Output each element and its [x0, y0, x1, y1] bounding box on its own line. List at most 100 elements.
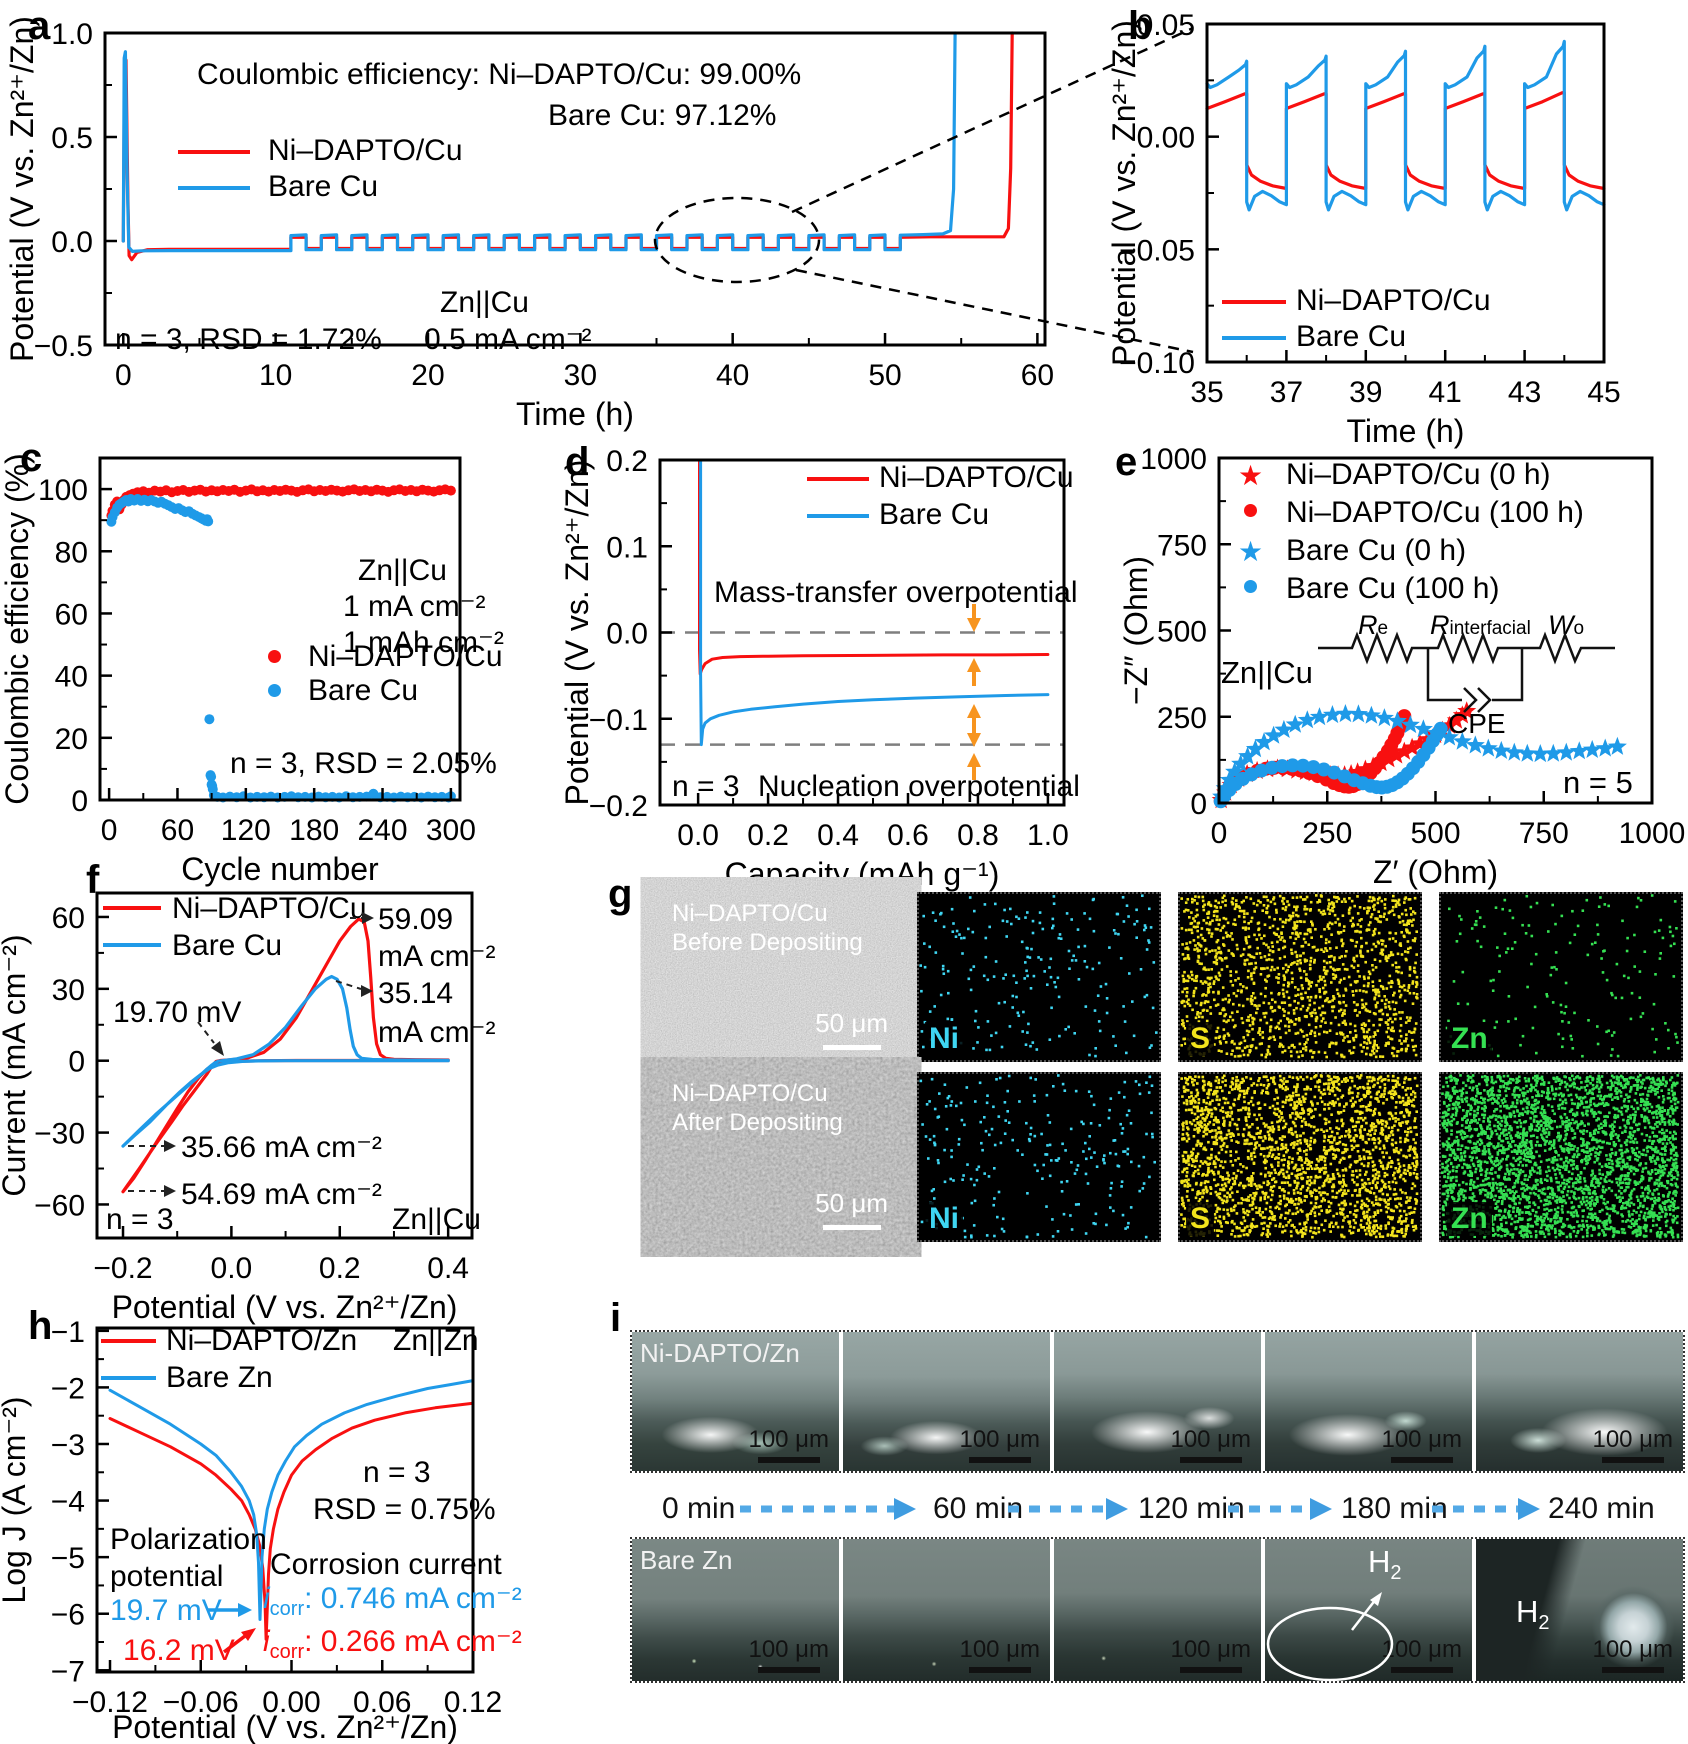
stats-label-f: n = 3	[106, 1203, 174, 1236]
svg-text:Time (h): Time (h)	[1347, 413, 1465, 449]
svg-text:0.12: 0.12	[444, 1686, 502, 1719]
svg-text:−4: −4	[51, 1486, 85, 1519]
scalebar-100um: 100 μm	[1592, 1426, 1673, 1463]
svg-text:120: 120	[221, 814, 271, 847]
corr-subscript: corr	[269, 1641, 305, 1663]
eds-map-zn-after: Zn	[1439, 1072, 1683, 1242]
svg-text:−0.5: −0.5	[34, 330, 93, 363]
svg-text:39: 39	[1349, 376, 1382, 409]
legend-label-barecu-0h: Bare Cu (0 h)	[1286, 534, 1467, 567]
scalebar-100um: 100 μm	[1592, 1636, 1673, 1673]
legend-line-blue	[103, 943, 161, 947]
polarization-value-blue: 19.7 mV	[110, 1594, 222, 1627]
optical-image: 100 μm	[1054, 1332, 1261, 1471]
svg-text:30: 30	[52, 974, 85, 1007]
svg-text:0.00: 0.00	[262, 1686, 320, 1719]
eds-map-ni-before: Ni	[917, 892, 1161, 1062]
panel-letter-e: e	[1115, 440, 1138, 484]
stats-label-d: n = 3	[672, 770, 740, 803]
legend-label-bare-cu: Bare Cu	[879, 498, 990, 531]
svg-text:180: 180	[289, 814, 339, 847]
svg-text:Capacity (mAh g⁻¹): Capacity (mAh g⁻¹)	[725, 856, 1000, 892]
svg-text:60: 60	[161, 814, 194, 847]
svg-text:0: 0	[101, 814, 118, 847]
optical-image: 100 μm	[1265, 1332, 1472, 1471]
svg-text:−0.06: −0.06	[163, 1686, 239, 1719]
stats-label-c: n = 3, RSD = 2.05%	[230, 747, 497, 780]
h2-gas-label: H2	[1368, 1544, 1402, 1585]
svg-text:43: 43	[1508, 376, 1541, 409]
legend-line-red	[101, 1339, 156, 1343]
stats1-label-h: n = 3	[363, 1456, 431, 1489]
svg-text:20: 20	[411, 359, 444, 392]
ce-summary-line1: Coulombic efficiency: Ni–DAPTO/Cu: 99.00…	[197, 58, 802, 91]
legend-label-bare-cu: Bare Cu	[308, 674, 419, 707]
svg-text:0.0: 0.0	[677, 819, 719, 852]
svg-text:0.0: 0.0	[211, 1252, 253, 1285]
panel-letter-a: a	[28, 4, 51, 48]
svg-text:1000: 1000	[1619, 817, 1686, 850]
circuit-label-rinterfacial: Rinterfacial	[1430, 610, 1531, 641]
legend-label-nidapto-cu: Ni–DAPTO/Cu	[308, 640, 503, 673]
cell-label-a: Zn||Cu	[440, 286, 529, 319]
svg-text:−6: −6	[51, 1599, 85, 1632]
legend-label-bare-cu: Bare Cu	[1296, 320, 1407, 353]
panel-letter-i: i	[610, 1296, 622, 1340]
svg-text:Coulombic efficiency (%): Coulombic efficiency (%)	[0, 453, 35, 805]
legend-line-red	[103, 906, 161, 910]
panel-letter-c: c	[20, 436, 43, 480]
svg-text:20: 20	[55, 723, 88, 756]
svg-text:−0.2: −0.2	[93, 1252, 152, 1285]
cathodic-peak-blue: 35.66 mA cm⁻²	[181, 1131, 382, 1164]
svg-text:−2: −2	[51, 1372, 85, 1405]
peak2-value: 35.14	[378, 977, 454, 1010]
sem-noise-texture	[664, 1074, 898, 1240]
svg-text:Log J (A cm⁻²): Log J (A cm⁻²)	[0, 1396, 32, 1603]
gap-voltage-label: 19.70 mV	[113, 996, 242, 1029]
svg-text:60: 60	[52, 902, 85, 935]
svg-text:−7: −7	[51, 1655, 85, 1688]
svg-text:−0.05: −0.05	[1119, 234, 1195, 267]
icorr-value-red: icorr: 0.266 mA cm⁻²	[263, 1625, 522, 1664]
eds-label-zn: Zn	[1447, 1202, 1492, 1236]
svg-text:240: 240	[358, 814, 408, 847]
cell-label-f: Zn||Cu	[392, 1203, 481, 1236]
legend-dot-red	[268, 650, 281, 663]
svg-text:1000: 1000	[1140, 443, 1207, 476]
rate-label-a: 0.5 mA cm⁻²	[424, 323, 592, 356]
svg-text:−3: −3	[51, 1429, 85, 1462]
svg-text:750: 750	[1519, 817, 1569, 850]
star-marker-icon: ★	[1238, 536, 1264, 567]
svg-text:50: 50	[868, 359, 901, 392]
circuit-label-cpe: CPE	[1448, 708, 1506, 739]
svg-text:0: 0	[1211, 817, 1228, 850]
time-label-120: 120 min	[1138, 1492, 1245, 1525]
svg-text:Potential (V vs. Zn²⁺/Zn): Potential (V vs. Zn²⁺/Zn)	[1106, 20, 1142, 366]
icorr-value-blue: icorr: 0.746 mA cm⁻²	[263, 1582, 522, 1621]
svg-text:0.0: 0.0	[51, 226, 93, 259]
svg-text:0.4: 0.4	[427, 1252, 469, 1285]
chart-d-nucleation: 0.0 0.2 0.4 0.6 0.8 1.0 −0.2 −0.1 0.0 0.1 0.2 Capac…	[559, 445, 1069, 892]
peak2-unit: mA cm⁻²	[378, 1016, 496, 1049]
svg-text:0.2: 0.2	[747, 819, 789, 852]
svg-text:0.0: 0.0	[606, 618, 648, 651]
panel-letter-f: f	[86, 858, 100, 902]
svg-text:45: 45	[1587, 376, 1620, 409]
legend-label-barecu-100h: Bare Cu (100 h)	[1286, 572, 1500, 605]
svg-text:60: 60	[1021, 359, 1054, 392]
stats-label-a: n = 3, RSD = 1.72%	[115, 323, 382, 356]
svg-text:1.0: 1.0	[51, 18, 93, 51]
ri-subscript: interfacial	[1449, 618, 1531, 639]
row1-label: Ni-DAPTO/Zn	[640, 1338, 800, 1368]
polarization-label-2: potential	[110, 1560, 224, 1593]
chart-e-eis-nyquist: 0 250 500 750 1000 0 250 500 750 1000 Z′ (Ohm) −Z″ …	[1118, 443, 1686, 890]
optical-image: Ni-DAPTO/Zn 100 μm	[632, 1332, 839, 1471]
row2-label: Bare Zn	[640, 1545, 733, 1575]
optical-row-bare-zn: Bare Zn 100 μm 100 μm 100 μm 100 μm 100 …	[630, 1537, 1685, 1683]
ri-symbol: R	[1430, 610, 1450, 640]
svg-text:−0.12: −0.12	[72, 1686, 148, 1719]
eds-map-s-before: S	[1178, 892, 1422, 1062]
svg-text:0: 0	[68, 1046, 85, 1079]
legend-label-nidapto-cu: Ni–DAPTO/Cu	[172, 892, 367, 925]
